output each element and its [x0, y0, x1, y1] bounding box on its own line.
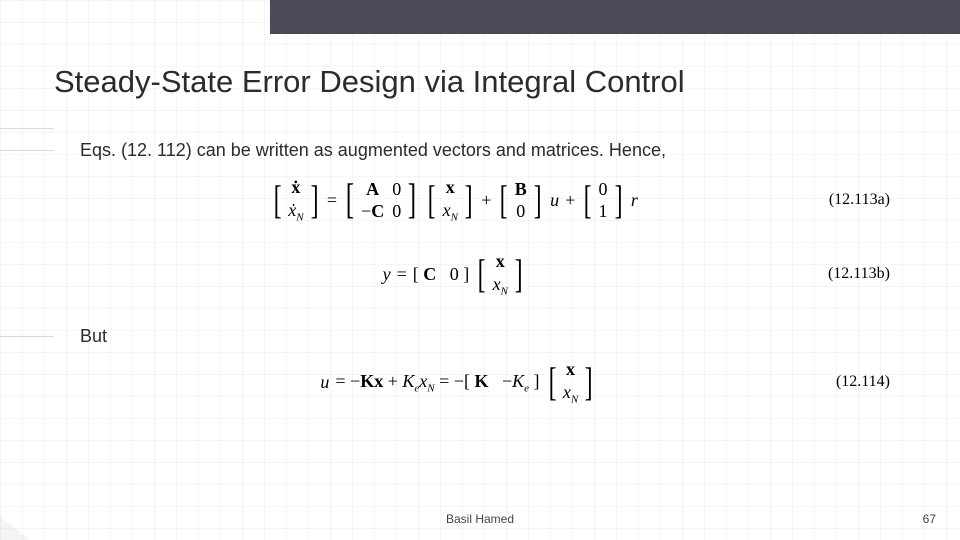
notebook-rule: [0, 128, 54, 129]
notebook-rule: [0, 336, 54, 337]
body-text-1: Eqs. (12. 112) can be written as augment…: [80, 140, 666, 161]
equation-b: y = [ C 0 ] [ x xN ] (12.113b): [80, 250, 900, 299]
equation-label-a: (12.113a): [829, 191, 900, 209]
equation-label-c: (12.114): [836, 373, 900, 391]
slide: Steady-State Error Design via Integral C…: [0, 0, 960, 540]
top-bar-decoration: [270, 0, 960, 34]
slide-title: Steady-State Error Design via Integral C…: [54, 64, 940, 100]
body-text-2: But: [80, 326, 107, 347]
footer-author: Basil Hamed: [446, 512, 514, 526]
equation-label-b: (12.113b): [828, 265, 900, 283]
page-curl-icon: [0, 516, 30, 540]
notebook-rule: [0, 150, 54, 151]
equation-c: u = −Kx + KexN = −[ K −Ke ] [ x xN ] (12…: [80, 358, 900, 407]
footer-page-number: 67: [923, 512, 936, 526]
equation-a: [ ẋ ẋN ] = [ A −C 0 0: [80, 176, 900, 225]
